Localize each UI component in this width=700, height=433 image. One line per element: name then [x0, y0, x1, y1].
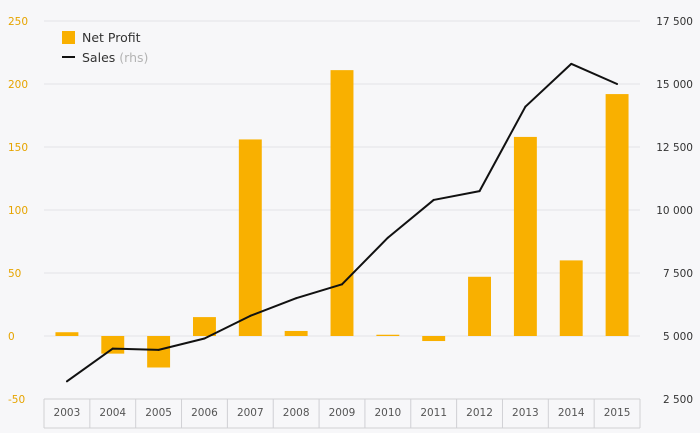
x-tick-label: 2011 — [420, 407, 447, 419]
bar-net-profit — [376, 334, 400, 336]
x-tick-label: 2005 — [145, 407, 172, 419]
bar-net-profit — [193, 317, 216, 336]
x-tick-label: 2007 — [237, 407, 264, 419]
y-left-tick-label: 100 — [8, 205, 28, 217]
y-left-tick-label: 0 — [8, 331, 15, 343]
sales-point — [249, 314, 252, 317]
bar-net-profit — [238, 139, 262, 336]
x-tick-label: 2013 — [512, 407, 539, 419]
x-tick-label: 2015 — [604, 407, 631, 419]
bar-net-profit — [422, 336, 446, 342]
sales-point — [570, 62, 573, 65]
y-right-tick-label: 12 500 — [656, 142, 693, 154]
legend-item-sales: Sales (rhs) — [62, 47, 148, 67]
y-left-tick-label: 50 — [8, 268, 21, 280]
x-tick-label: 2003 — [54, 407, 81, 419]
bar-net-profit — [147, 336, 171, 368]
y-right-tick-label: 15 000 — [656, 79, 693, 91]
legend-label-net-profit: Net Profit — [82, 29, 141, 45]
y-right-tick-label: 10 000 — [656, 205, 693, 217]
legend-label-sales: Sales — [82, 49, 116, 65]
x-tick-label: 2014 — [558, 407, 585, 419]
bar-net-profit — [468, 276, 491, 336]
legend-swatch-line — [62, 56, 75, 58]
sales-point — [616, 83, 619, 85]
sales-point — [432, 198, 435, 201]
sales-point — [111, 347, 114, 350]
legend-item-net-profit: Net Profit — [62, 27, 148, 47]
y-left-tick-label: 150 — [8, 142, 28, 154]
bar-net-profit — [605, 94, 629, 336]
legend-label-rhs-note: (rhs) — [119, 49, 149, 65]
sales-point — [386, 236, 389, 239]
x-tick-label: 2008 — [283, 407, 310, 419]
sales-point — [157, 348, 160, 351]
bar-net-profit — [284, 330, 308, 336]
bar-net-profit — [559, 260, 583, 336]
sales-point — [203, 337, 206, 340]
legend-swatch-bar — [62, 30, 75, 44]
y-left-tick-label: 200 — [8, 79, 28, 91]
sales-point — [65, 380, 68, 383]
y-left-tick-label: -50 — [8, 394, 25, 406]
y-right-tick-label: 17 500 — [656, 16, 693, 28]
x-tick-label: 2009 — [329, 407, 356, 419]
x-tick-label: 2006 — [191, 407, 218, 419]
bar-net-profit — [101, 336, 125, 354]
sales-point — [478, 190, 481, 193]
y-left-tick-label: 250 — [8, 16, 28, 28]
x-tick-label: 2010 — [374, 407, 401, 419]
sales-point — [524, 105, 527, 108]
bar-net-profit — [513, 136, 537, 336]
x-tick-label: 2012 — [466, 407, 493, 419]
legend: Net Profit Sales (rhs) — [62, 27, 148, 67]
sales-point — [295, 297, 298, 300]
bar-net-profit — [55, 332, 79, 336]
bar-net-profit — [330, 70, 354, 336]
y-right-tick-label: 7 500 — [663, 268, 693, 280]
y-right-tick-label: 2 500 — [663, 394, 693, 406]
x-tick-label: 2004 — [99, 407, 126, 419]
sales-point — [341, 283, 343, 286]
y-right-tick-label: 5 000 — [663, 331, 693, 343]
